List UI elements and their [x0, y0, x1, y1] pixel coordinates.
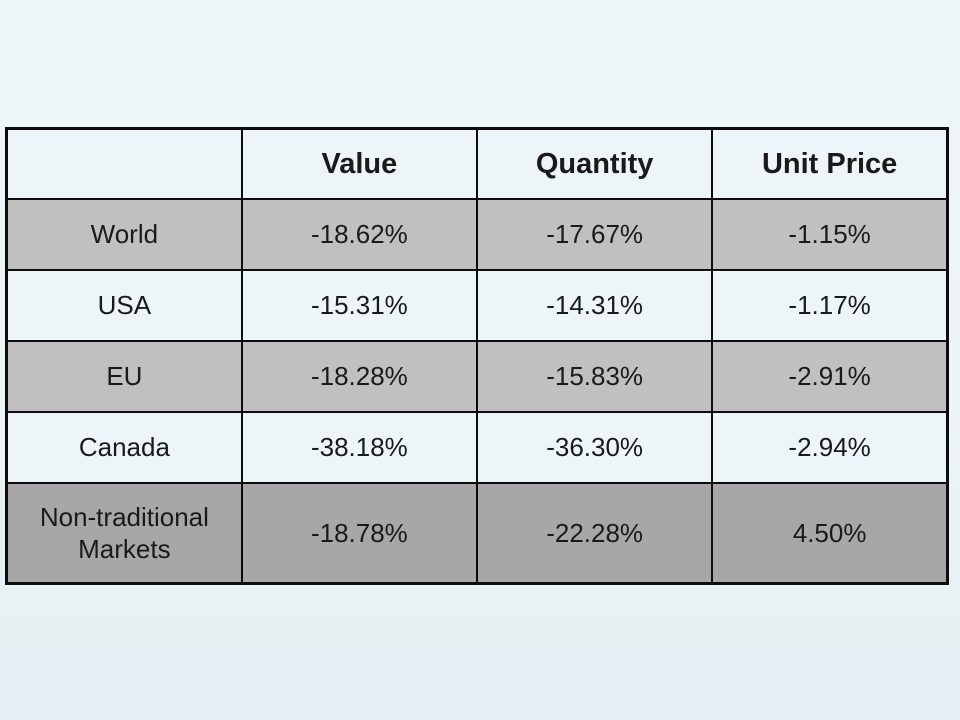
- row-label: Non-traditional Markets: [5, 482, 243, 585]
- cell-quantity: -15.83%: [475, 339, 714, 414]
- cell-quantity: -22.28%: [475, 482, 714, 585]
- column-header-unit-price: Unit Price: [711, 127, 949, 200]
- row-label: USA: [5, 268, 243, 342]
- cell-unit-price: -2.94%: [711, 411, 949, 485]
- cell-quantity: -36.30%: [475, 411, 714, 485]
- table-row-eu: EU -18.28% -15.83% -2.91%: [5, 339, 949, 414]
- column-header-quantity: Quantity: [475, 127, 714, 200]
- cell-value: -15.31%: [240, 268, 479, 342]
- table-row-canada: Canada -38.18% -36.30% -2.94%: [5, 411, 949, 485]
- cell-value: -18.62%: [240, 197, 479, 271]
- cell-unit-price: -1.15%: [711, 197, 949, 271]
- cell-value: -38.18%: [240, 411, 479, 485]
- cell-quantity: -14.31%: [475, 268, 714, 342]
- table-row-world: World -18.62% -17.67% -1.15%: [5, 197, 949, 271]
- cell-unit-price: -1.17%: [711, 268, 949, 342]
- row-label: World: [5, 197, 243, 271]
- cell-unit-price: -2.91%: [711, 339, 949, 414]
- trade-change-table: Value Quantity Unit Price World -18.62% …: [5, 127, 949, 585]
- cell-value: -18.28%: [240, 339, 479, 414]
- table-row-non-traditional-markets: Non-traditional Markets -18.78% -22.28% …: [5, 482, 949, 585]
- column-header-blank: [5, 127, 243, 200]
- cell-value: -18.78%: [240, 482, 479, 585]
- row-label: EU: [5, 339, 243, 414]
- row-label: Canada: [5, 411, 243, 485]
- cell-quantity: -17.67%: [475, 197, 714, 271]
- table-header-row: Value Quantity Unit Price: [5, 127, 949, 200]
- table-row-usa: USA -15.31% -14.31% -1.17%: [5, 268, 949, 342]
- cell-unit-price: 4.50%: [711, 482, 949, 585]
- column-header-value: Value: [240, 127, 479, 200]
